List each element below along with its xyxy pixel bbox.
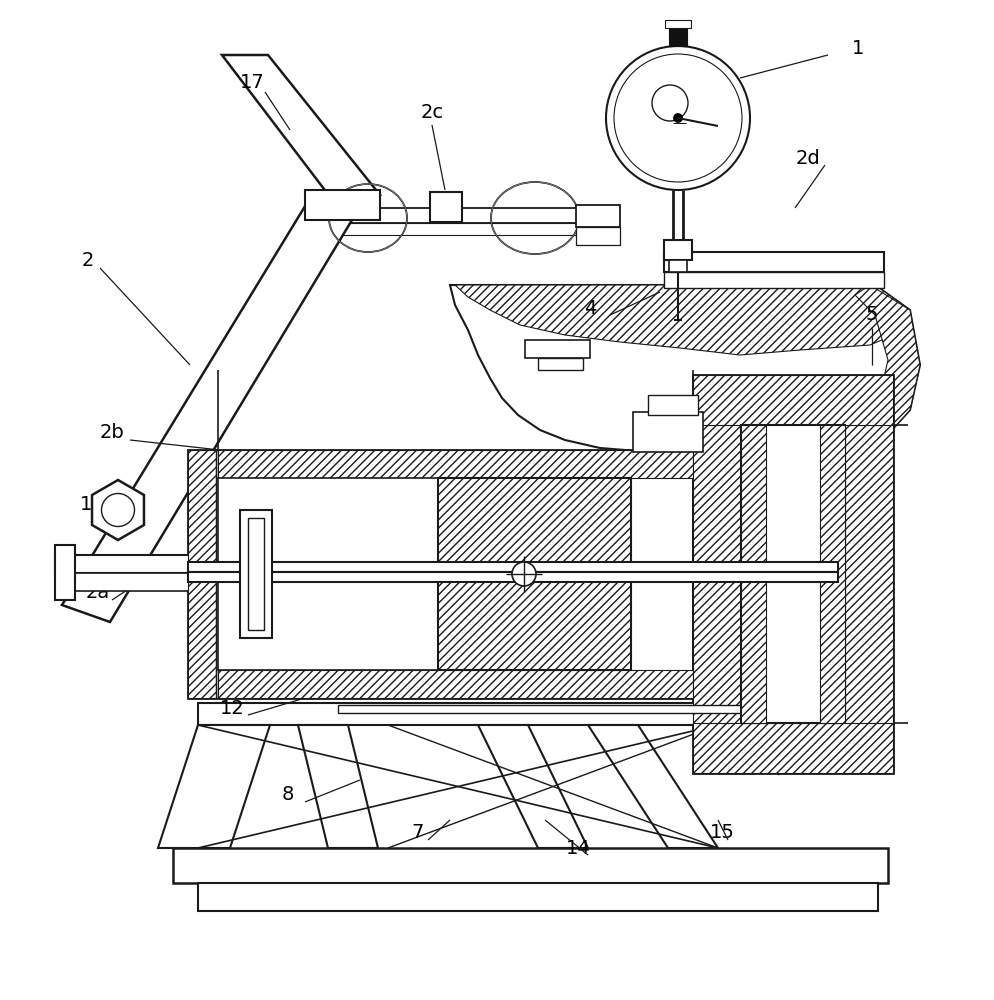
Bar	[693, 375, 893, 425]
Bar	[665, 20, 691, 28]
Bar	[188, 562, 838, 572]
Bar	[188, 450, 216, 698]
Text: 2b: 2b	[99, 422, 124, 442]
Polygon shape	[222, 55, 380, 210]
Text: 9: 9	[829, 718, 841, 738]
Bar	[198, 703, 883, 725]
Text: 12: 12	[220, 698, 245, 718]
Text: 8: 8	[282, 786, 294, 804]
Bar	[173, 848, 888, 883]
Text: 5: 5	[866, 306, 879, 324]
Text: 2: 2	[82, 250, 94, 269]
Text: 1: 1	[852, 38, 864, 57]
Bar	[664, 240, 692, 260]
Bar	[845, 375, 893, 773]
Circle shape	[674, 114, 682, 122]
Bar	[669, 26, 687, 46]
Text: 4: 4	[583, 298, 596, 318]
Text: 16: 16	[80, 495, 104, 514]
Bar	[430, 192, 462, 222]
Text: 14: 14	[566, 838, 590, 857]
Bar	[741, 425, 766, 723]
Bar	[693, 723, 893, 773]
Polygon shape	[588, 725, 718, 848]
Polygon shape	[62, 198, 355, 622]
Bar	[633, 412, 703, 452]
Text: 2a: 2a	[85, 584, 110, 602]
Text: 3: 3	[255, 612, 268, 632]
Circle shape	[606, 46, 750, 190]
Bar	[218, 670, 693, 698]
Circle shape	[101, 493, 134, 526]
Polygon shape	[55, 545, 75, 600]
Bar	[538, 358, 583, 370]
Bar	[55, 573, 255, 591]
Bar	[216, 450, 218, 698]
Bar	[525, 340, 590, 358]
Bar	[188, 572, 838, 582]
Polygon shape	[92, 480, 144, 540]
Text: 7: 7	[412, 822, 424, 842]
Circle shape	[512, 562, 536, 586]
Bar	[198, 883, 878, 911]
Polygon shape	[158, 725, 270, 848]
Bar	[218, 450, 693, 478]
Bar	[218, 478, 438, 670]
Text: 6: 6	[852, 592, 864, 611]
Text: 2c: 2c	[420, 103, 443, 121]
Bar	[55, 555, 255, 573]
Text: 17: 17	[240, 73, 264, 92]
Bar	[741, 425, 845, 723]
Text: 11: 11	[866, 483, 891, 502]
Circle shape	[652, 85, 688, 121]
Bar	[669, 260, 687, 272]
Text: 13: 13	[850, 528, 875, 548]
Bar	[664, 272, 884, 288]
Bar	[693, 375, 741, 773]
Bar	[188, 450, 693, 698]
Bar	[820, 425, 845, 723]
Bar	[576, 227, 620, 245]
Circle shape	[614, 54, 742, 182]
Text: 15: 15	[710, 822, 735, 842]
Polygon shape	[450, 285, 920, 468]
Text: 10: 10	[870, 382, 895, 401]
Bar	[340, 208, 590, 223]
Polygon shape	[478, 725, 588, 848]
Bar	[240, 510, 272, 638]
Bar	[693, 375, 893, 773]
Bar	[648, 395, 698, 415]
Polygon shape	[298, 725, 378, 848]
Bar	[664, 252, 884, 272]
Bar	[340, 223, 590, 235]
Polygon shape	[455, 285, 910, 355]
Bar	[248, 518, 264, 630]
Bar	[576, 205, 620, 227]
Bar	[338, 705, 763, 713]
Text: 2d: 2d	[795, 148, 820, 167]
Bar	[438, 478, 631, 670]
Polygon shape	[855, 285, 920, 445]
Bar	[305, 190, 380, 220]
